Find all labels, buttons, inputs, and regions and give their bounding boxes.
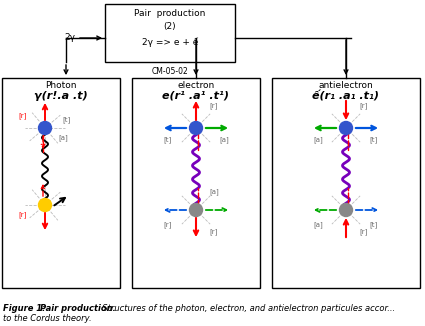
Text: [a]: [a] (313, 222, 323, 229)
Bar (2, 78, 120, 288)
Text: [r]: [r] (360, 229, 368, 235)
Text: electron: electron (177, 82, 215, 91)
Text: γ(r!.a .t): γ(r!.a .t) (34, 91, 88, 101)
Text: to the Cordus theory.: to the Cordus theory. (3, 314, 92, 323)
Text: [t]: [t] (370, 222, 378, 229)
Text: [r]: [r] (164, 222, 172, 229)
Bar (132, 78, 260, 288)
Text: Pair  production: Pair production (134, 9, 206, 19)
Text: [t]: [t] (164, 137, 172, 143)
Text: Photon: Photon (45, 82, 77, 91)
Text: 2γ: 2γ (64, 34, 75, 42)
Text: e(r¹ .a¹ .t¹): e(r¹ .a¹ .t¹) (162, 91, 230, 101)
Circle shape (39, 122, 51, 135)
Text: ế(r₁ .a₁ .t₁): ế(r₁ .a₁ .t₁) (312, 91, 380, 101)
Circle shape (340, 203, 352, 216)
Text: CM-05-02: CM-05-02 (152, 67, 188, 77)
Text: [r]: [r] (210, 103, 218, 110)
Text: [t]: [t] (370, 137, 378, 143)
Text: [a]: [a] (58, 135, 68, 141)
Text: Pair production.: Pair production. (40, 304, 116, 313)
Text: [r]: [r] (360, 103, 368, 110)
Text: Structures of the photon, electron, and antielectron particules accor...: Structures of the photon, electron, and … (97, 304, 395, 313)
Bar (272, 78, 420, 288)
Text: [r]: [r] (19, 212, 27, 218)
Circle shape (39, 199, 51, 212)
Text: [a]: [a] (219, 137, 229, 143)
Text: [t]: [t] (63, 117, 71, 123)
Circle shape (190, 122, 202, 135)
Circle shape (190, 203, 202, 216)
Text: [r]: [r] (19, 112, 27, 119)
Text: antielectron: antielectron (319, 82, 374, 91)
Text: (2): (2) (164, 22, 176, 31)
Text: Figure 1:: Figure 1: (3, 304, 51, 313)
Text: [r]: [r] (210, 229, 218, 235)
Bar (105, 4, 235, 62)
Circle shape (340, 122, 352, 135)
Text: 2γ => e + ế: 2γ => e + ế (142, 37, 198, 47)
Text: [a]: [a] (313, 137, 323, 143)
Text: [a]: [a] (209, 189, 219, 195)
